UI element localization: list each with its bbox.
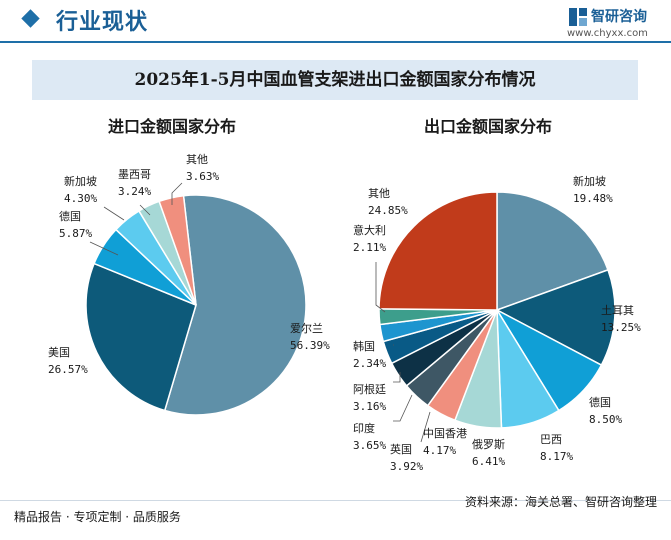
import-label-value-0: 56.39% xyxy=(290,339,330,352)
brand-name: 智研咨询 xyxy=(591,9,647,25)
import-label-value-4: 3.24% xyxy=(118,185,151,198)
brand: 智研咨询 www.chyxx.com xyxy=(567,6,657,42)
import-slice-1 xyxy=(85,262,197,412)
import-leader-2 xyxy=(89,241,119,256)
import-leader-5 xyxy=(171,182,183,205)
export-label-name-2: 德国 xyxy=(589,395,611,409)
import-label-value-5: 3.63% xyxy=(186,170,219,183)
export-slice-11 xyxy=(378,191,498,311)
export-slice-0 xyxy=(496,191,609,312)
export-label-name-1: 土耳其 xyxy=(601,304,634,317)
export-label-name-5: 中国香港 xyxy=(423,427,467,440)
export-leader-7 xyxy=(393,394,413,422)
import-chart-title: 进口金额国家分布 xyxy=(108,117,237,136)
import-label-name-5: 其他 xyxy=(186,153,208,166)
brand-url: www.chyxx.com xyxy=(567,28,648,39)
export-label-name-4: 俄罗斯 xyxy=(472,438,505,451)
section-title: 行业现状 xyxy=(56,10,149,35)
export-slice-1 xyxy=(495,268,616,367)
export-leader-6 xyxy=(420,411,431,443)
export-leader-10 xyxy=(375,262,386,313)
export-label-name-7: 印度 xyxy=(353,421,375,435)
footer-rule xyxy=(0,500,671,501)
import-label-value-1: 26.57% xyxy=(48,363,88,376)
import-slice-0 xyxy=(163,194,307,416)
export-label-value-8: 3.16% xyxy=(353,400,386,413)
import-label-value-2: 5.87% xyxy=(59,227,92,240)
brand-logo-icon xyxy=(569,8,587,26)
export-label-name-3: 巴西 xyxy=(540,433,562,446)
header-bar: 行业现状 智研咨询 www.chyxx.com xyxy=(0,0,671,40)
export-chart-title: 出口金额国家分布 xyxy=(424,117,553,136)
import-label-name-1: 美国 xyxy=(48,346,70,359)
export-label-value-4: 6.41% xyxy=(472,455,505,468)
title-band: 2025年1-5月中国血管支架进出口金额国家分布情况 xyxy=(32,60,638,100)
export-label-value-11: 24.85% xyxy=(368,204,408,217)
footer-slogan: 精品报告 · 专项定制 · 品质服务 xyxy=(14,510,181,524)
import-label-name-3: 新加坡 xyxy=(64,174,97,188)
import-leader-4 xyxy=(139,204,151,216)
export-label-value-0: 19.48% xyxy=(573,192,613,205)
export-label-value-10: 2.11% xyxy=(353,241,386,254)
import-leader-3 xyxy=(103,206,125,221)
export-label-value-2: 8.50% xyxy=(589,413,622,426)
header-rule xyxy=(0,41,671,43)
export-label-name-9: 韩国 xyxy=(353,339,375,353)
import-slice-5 xyxy=(158,194,197,306)
export-label-value-3: 8.17% xyxy=(540,450,573,463)
export-label-value-1: 13.25% xyxy=(601,321,641,334)
export-label-value-9: 2.34% xyxy=(353,357,386,370)
export-leader-8 xyxy=(393,372,401,383)
import-label-name-0: 爱尔兰 xyxy=(290,322,323,335)
export-label-name-8: 阿根廷 xyxy=(353,382,386,396)
source-note: 资料来源：海关总署、智研咨询整理 xyxy=(464,495,657,509)
main-title: 2025年1-5月中国血管支架进出口金额国家分布情况 xyxy=(134,70,536,90)
export-label-name-6: 英国 xyxy=(390,442,412,456)
export-label-value-6: 3.92% xyxy=(390,460,423,473)
export-label-value-7: 3.65% xyxy=(353,439,386,452)
import-label-name-4: 墨西哥 xyxy=(118,168,151,181)
import-label-name-2: 德国 xyxy=(59,209,81,223)
export-label-name-11: 其他 xyxy=(368,187,390,200)
export-label-name-0: 新加坡 xyxy=(573,174,606,188)
import-label-value-3: 4.30% xyxy=(64,192,97,205)
export-label-name-10: 意大利 xyxy=(353,223,386,237)
export-label-value-5: 4.17% xyxy=(423,444,456,457)
